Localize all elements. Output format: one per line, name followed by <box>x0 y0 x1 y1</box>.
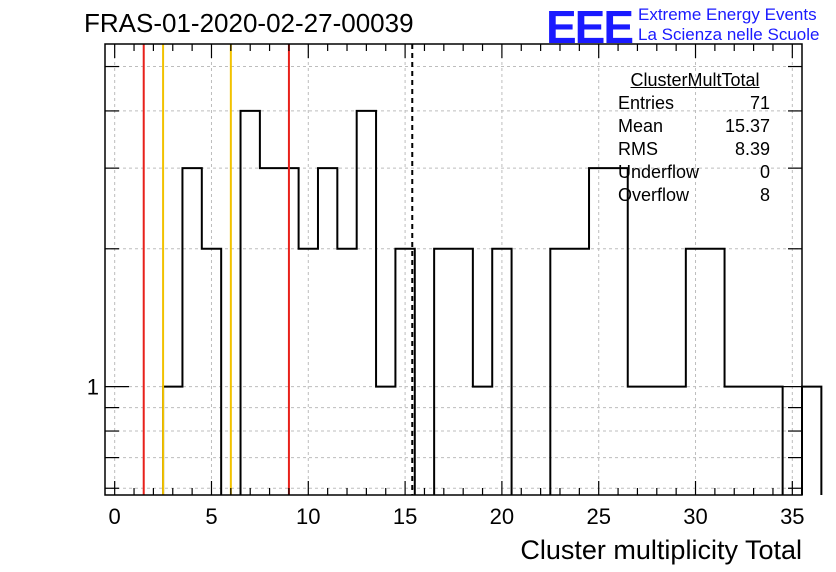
stats-label: Entries <box>618 93 675 113</box>
eee-logo: EEE <box>546 1 634 53</box>
chart-title: FRAS-01-2020-02-27-00039 <box>84 8 414 38</box>
y-tick-label: 1 <box>87 375 99 400</box>
marker-lines <box>142 44 414 495</box>
stats-value: 8.39 <box>734 139 770 159</box>
axis-ticks <box>105 44 802 495</box>
brand-line-1: Extreme Energy Events <box>638 5 817 24</box>
x-tick-label: 30 <box>683 504 707 529</box>
brand-line-2: La Scienza nelle Scuole <box>638 25 820 44</box>
stats-row: Mean 15.37 <box>612 116 778 139</box>
stats-row: RMS 8.39 <box>612 139 778 162</box>
tick-labels: 0 5 10 15 20 25 30 35 1 <box>87 375 805 529</box>
x-tick-label: 25 <box>586 504 610 529</box>
stats-label: Mean <box>618 116 664 136</box>
stats-value: 8 <box>759 185 770 205</box>
plot-frame <box>104 43 803 496</box>
x-tick-label: 15 <box>393 504 417 529</box>
stats-row: Entries 71 <box>612 93 778 116</box>
stats-row: Overflow 8 <box>612 185 778 208</box>
x-axis-label: Cluster multiplicity Total <box>520 535 802 565</box>
x-tick-label: 35 <box>780 504 804 529</box>
x-tick-label: 5 <box>205 504 217 529</box>
stats-row: Underflow 0 <box>612 162 778 185</box>
stats-title: ClusterMultTotal <box>630 70 760 90</box>
stats-value: 71 <box>749 93 770 113</box>
histogram-bars <box>162 109 823 495</box>
stats-label: RMS <box>618 139 658 159</box>
stats-label: Overflow <box>618 185 690 205</box>
histogram-outline <box>162 109 823 495</box>
stats-box: ClusterMultTotal Entries 71 Mean 15.37 RMS… <box>612 70 778 208</box>
x-tick-label: 0 <box>109 504 121 529</box>
stats-label: Underflow <box>618 162 700 182</box>
x-tick-label: 20 <box>490 504 514 529</box>
stats-value: 0 <box>759 162 770 182</box>
x-tick-label: 10 <box>296 504 320 529</box>
stats-value: 15.37 <box>724 116 770 136</box>
